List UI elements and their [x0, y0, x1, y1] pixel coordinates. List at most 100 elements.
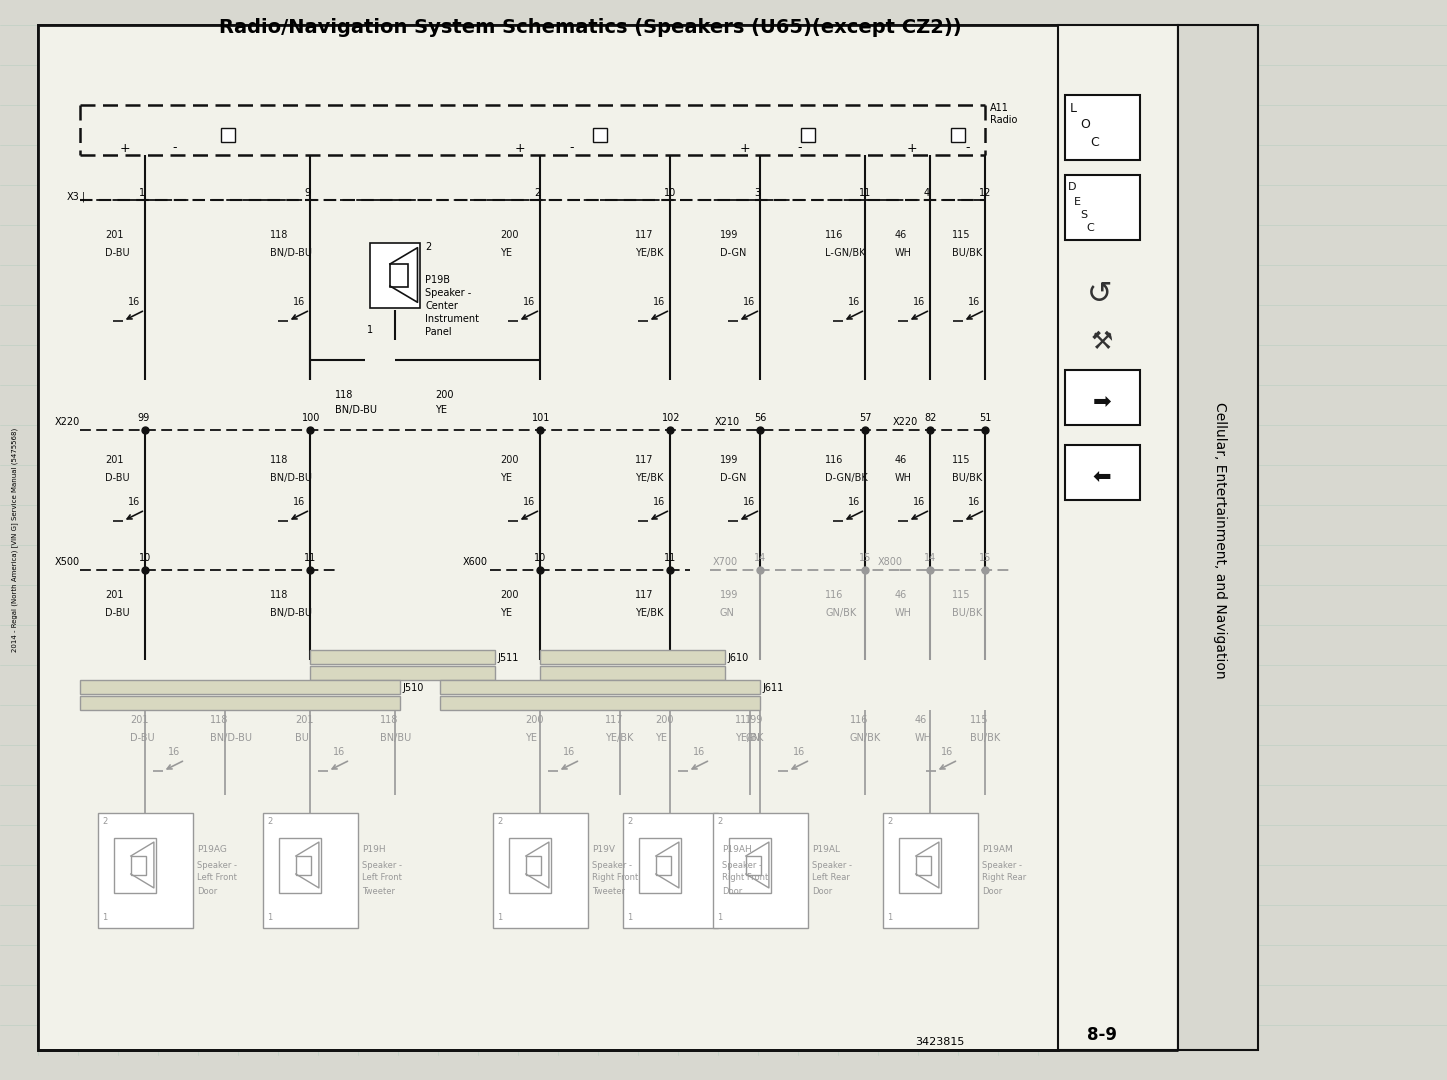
Text: D-BU: D-BU [106, 608, 130, 618]
Text: P19H: P19H [362, 846, 385, 854]
Text: BN/D-BU: BN/D-BU [210, 733, 252, 743]
Text: X500: X500 [55, 557, 80, 567]
Text: P19AH: P19AH [722, 846, 752, 854]
Text: 2: 2 [268, 816, 272, 825]
Bar [493, 813, 587, 928]
Text: 1: 1 [887, 913, 893, 921]
Text: Speaker -: Speaker - [722, 861, 763, 869]
Text: 100: 100 [302, 413, 320, 423]
Text: C: C [1087, 222, 1094, 233]
Text: 199: 199 [745, 715, 764, 725]
Bar [951, 129, 965, 141]
Text: 1: 1 [101, 913, 107, 921]
Text: YE: YE [501, 248, 512, 258]
Bar [1058, 25, 1178, 1050]
Text: J610: J610 [726, 653, 748, 663]
Bar [114, 838, 156, 892]
Text: 11: 11 [860, 188, 871, 198]
Text: 118: 118 [210, 715, 229, 725]
Text: X3: X3 [67, 192, 80, 202]
Bar [310, 650, 495, 664]
Text: GN/BK: GN/BK [825, 608, 857, 618]
Bar [1178, 25, 1257, 1050]
Text: Speaker -: Speaker - [425, 288, 472, 298]
Text: 46: 46 [896, 590, 907, 600]
Text: Door: Door [197, 887, 217, 895]
Text: Left Rear: Left Rear [812, 874, 849, 882]
Text: 15: 15 [860, 553, 871, 563]
Text: 116: 116 [825, 230, 844, 240]
Text: 118: 118 [271, 590, 288, 600]
Text: Tweeter: Tweeter [362, 887, 395, 895]
Text: 118: 118 [381, 715, 398, 725]
Bar [509, 838, 551, 892]
Text: E: E [1074, 197, 1081, 207]
Text: GN: GN [745, 733, 760, 743]
Text: 101: 101 [532, 413, 550, 423]
Bar [624, 813, 718, 928]
Text: ⚒: ⚒ [1091, 330, 1113, 354]
Text: 201: 201 [106, 230, 123, 240]
Text: ↺: ↺ [1087, 280, 1113, 309]
Text: 16: 16 [292, 497, 305, 507]
Text: YE: YE [655, 733, 667, 743]
Text: 82: 82 [925, 413, 936, 423]
Text: 200: 200 [501, 455, 518, 465]
Text: 115: 115 [969, 715, 988, 725]
Bar [295, 856, 311, 875]
Bar [802, 129, 815, 141]
Text: Tweeter: Tweeter [592, 887, 625, 895]
Text: 116: 116 [849, 715, 868, 725]
Bar [745, 856, 761, 875]
Text: -: - [965, 141, 971, 154]
Text: 15: 15 [980, 553, 991, 563]
Text: BN/BU: BN/BU [381, 733, 411, 743]
Text: D-BU: D-BU [106, 248, 130, 258]
Text: D: D [1068, 183, 1077, 192]
Bar [80, 696, 399, 710]
Text: BU: BU [295, 733, 308, 743]
Text: 16: 16 [693, 747, 705, 757]
Text: 1: 1 [496, 913, 502, 921]
Text: BN/D-BU: BN/D-BU [271, 248, 313, 258]
Text: 1: 1 [139, 188, 145, 198]
Text: |: | [82, 192, 85, 202]
Text: 16: 16 [563, 747, 574, 757]
Text: 2: 2 [425, 242, 431, 252]
Text: YE/BK: YE/BK [735, 733, 764, 743]
Text: 2: 2 [887, 816, 893, 825]
Text: 199: 199 [721, 455, 738, 465]
Text: YE: YE [501, 473, 512, 483]
Text: YE/BK: YE/BK [635, 473, 663, 483]
Text: Left Front: Left Front [362, 874, 402, 882]
Text: WH: WH [896, 248, 912, 258]
Bar [1065, 445, 1140, 500]
Text: Radio: Radio [990, 114, 1017, 125]
Text: Left Front: Left Front [197, 874, 237, 882]
Bar [370, 243, 420, 308]
Text: BU/BK: BU/BK [952, 248, 983, 258]
Text: 16: 16 [968, 497, 980, 507]
Text: 201: 201 [295, 715, 314, 725]
Text: Speaker -: Speaker - [812, 861, 852, 869]
Bar [655, 856, 670, 875]
Text: X220: X220 [55, 417, 80, 427]
Text: 16: 16 [848, 297, 860, 307]
Text: ⬅: ⬅ [1092, 467, 1111, 487]
Text: BN/D-BU: BN/D-BU [336, 405, 378, 415]
Text: Speaker -: Speaker - [362, 861, 402, 869]
Text: +: + [739, 141, 751, 154]
Text: D-GN/BK: D-GN/BK [825, 473, 868, 483]
Bar [440, 680, 760, 694]
Text: D-BU: D-BU [106, 473, 130, 483]
Text: 16: 16 [793, 747, 805, 757]
Text: 199: 199 [721, 590, 738, 600]
Text: P19AL: P19AL [812, 846, 841, 854]
Text: A11: A11 [990, 103, 1009, 113]
Text: 200: 200 [655, 715, 673, 725]
Text: 115: 115 [952, 590, 971, 600]
Text: 2: 2 [627, 816, 632, 825]
Text: -: - [570, 141, 574, 154]
Text: X800: X800 [878, 557, 903, 567]
Text: 12: 12 [980, 188, 991, 198]
